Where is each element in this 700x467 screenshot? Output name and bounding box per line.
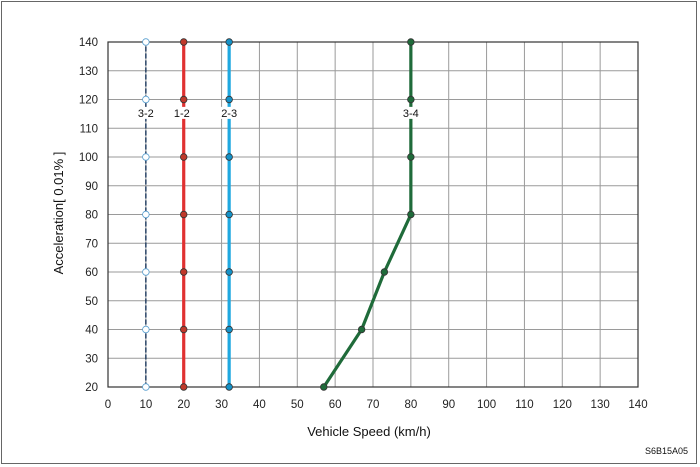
series-label-2-3: 2-3 <box>221 108 237 120</box>
x-tick-label-0: 0 <box>105 399 111 411</box>
series-point-1-2-4 <box>180 153 188 161</box>
series-point-1-2-3 <box>180 210 188 219</box>
series-point-3-2-3 <box>142 210 150 219</box>
x-tick-label-8: 80 <box>404 399 417 411</box>
series-point-2-3-0 <box>225 383 233 391</box>
series-point-3-4-6 <box>407 38 415 46</box>
series-label-bg-3-2 <box>136 106 155 119</box>
y-tick-label-8: 100 <box>79 152 98 164</box>
series-point-1-2-5 <box>180 95 188 104</box>
y-tick-labels: 20 30 40 50 60 70 80 90 100 110 120 130 140 <box>79 37 98 394</box>
x-tick-label-2: 20 <box>177 399 190 411</box>
series-point-3-4-3 <box>407 210 415 219</box>
y-axis-title: Acceleration[ 0.01% ] <box>51 152 66 275</box>
x-tick-label-1: 10 <box>139 399 152 411</box>
series-label-bg-2-3 <box>220 106 239 119</box>
series-point-2-3-3 <box>225 210 233 219</box>
series-point-1-2-1 <box>180 325 188 334</box>
series-point-3-4-0 <box>320 383 328 391</box>
x-tick-label-14: 140 <box>628 399 647 411</box>
y-tick-label-12: 140 <box>79 37 98 49</box>
figure-code: S6B15A05 <box>645 446 688 456</box>
series-label-bg-1-2 <box>172 106 191 119</box>
series-point-2-3-2 <box>225 268 233 276</box>
series-layer: 3-2 1-2 2-3 3-4 <box>136 38 420 391</box>
x-tick-label-12: 120 <box>553 399 572 411</box>
y-tick-label-0: 20 <box>85 382 98 394</box>
y-tick-label-3: 50 <box>85 296 98 308</box>
series-point-3-2-5 <box>142 95 150 104</box>
series-point-3-2-6 <box>142 38 150 46</box>
x-tick-label-10: 100 <box>477 399 496 411</box>
x-tick-label-9: 90 <box>442 399 455 411</box>
y-tick-label-2: 40 <box>85 325 98 337</box>
series-3-2: 3-2 <box>136 38 155 391</box>
series-point-2-3-1 <box>225 325 233 334</box>
series-2-3: 2-3 <box>220 38 239 391</box>
series-point-1-2-6 <box>180 38 188 46</box>
x-tick-labels: 0 10 20 30 40 50 60 70 80 90 100 110 120 130 140 <box>105 399 648 411</box>
series-point-3-2-1 <box>142 325 150 334</box>
x-tick-label-13: 130 <box>591 399 610 411</box>
x-tick-label-7: 70 <box>367 399 380 411</box>
series-label-3-2: 3-2 <box>138 108 154 120</box>
series-1-2: 1-2 <box>172 38 191 391</box>
series-point-3-2-0 <box>142 383 150 391</box>
series-point-3-4-1 <box>357 325 366 334</box>
x-tick-label-4: 40 <box>253 399 266 411</box>
grid <box>107 41 639 388</box>
series-point-3-2-2 <box>142 268 150 276</box>
plot-area-border <box>107 41 639 388</box>
series-label-3-4: 3-4 <box>403 108 419 120</box>
y-tick-label-6: 80 <box>85 210 98 222</box>
series-point-1-2-0 <box>180 383 188 391</box>
series-label-1-2: 1-2 <box>174 108 190 120</box>
series-point-2-3-5 <box>225 95 233 104</box>
series-point-2-3-4 <box>225 153 233 161</box>
shift-pattern-chart: 3-2 1-2 2-3 3-4 0 10 20 30 40 50 60 70 80 90 100 110 12… <box>51 37 688 456</box>
x-tick-label-5: 50 <box>291 399 304 411</box>
series-point-3-4-4 <box>407 153 415 161</box>
x-axis-title: Vehicle Speed (km/h) <box>307 424 431 439</box>
y-tick-label-10: 120 <box>79 95 98 107</box>
y-tick-label-5: 70 <box>85 238 98 250</box>
y-tick-label-11: 130 <box>79 66 98 78</box>
series-3-4: 3-4 <box>320 38 420 391</box>
y-tick-label-1: 30 <box>85 353 98 365</box>
series-point-3-4-5 <box>407 95 415 104</box>
series-point-3-2-4 <box>142 153 150 161</box>
series-point-3-4-2 <box>380 268 389 276</box>
y-tick-label-7: 90 <box>85 181 98 193</box>
series-point-1-2-2 <box>180 268 188 276</box>
x-tick-label-6: 60 <box>329 399 342 411</box>
x-tick-label-11: 110 <box>515 399 533 411</box>
x-tick-label-3: 30 <box>215 399 228 411</box>
plot-border <box>107 41 639 388</box>
y-tick-label-4: 60 <box>85 267 98 279</box>
y-tick-label-9: 110 <box>80 123 98 135</box>
series-label-bg-3-4 <box>401 106 420 119</box>
series-point-2-3-6 <box>225 38 233 46</box>
